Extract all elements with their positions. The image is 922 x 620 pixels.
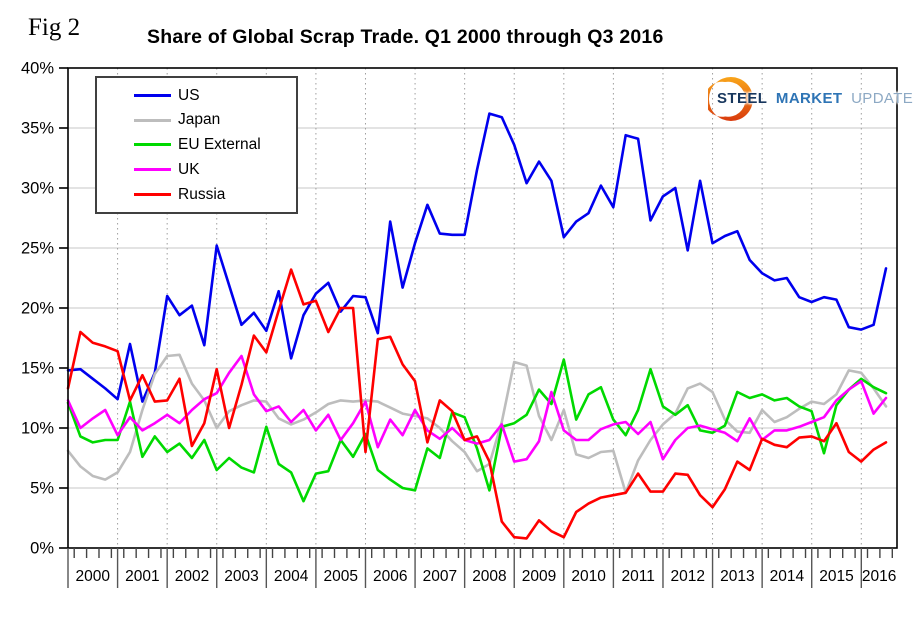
series-line-russia	[66, 268, 888, 540]
x-axis-year-label: 2006	[373, 568, 407, 585]
figure-number-label: Fig 2	[28, 14, 81, 41]
y-axis-label: 25%	[21, 240, 54, 258]
x-axis-year-label: 2000	[76, 568, 111, 585]
legend-entry-eu-external: EU External	[134, 134, 290, 156]
y-axis-label: 5%	[30, 480, 54, 498]
legend-entry-russia: Russia	[134, 184, 290, 206]
series-line-japan	[66, 353, 888, 495]
x-axis-year-label: 2014	[770, 568, 805, 585]
legend-label: UK	[178, 161, 200, 179]
legend-line-swatch	[134, 143, 171, 147]
series-line-uk	[66, 354, 888, 463]
y-axis-label: 30%	[21, 180, 54, 198]
logo-word-market: MARKET	[775, 90, 843, 107]
logo-swoosh-icon	[708, 76, 753, 122]
logo-word-update: UPDATE	[851, 90, 914, 107]
legend-label: EU External	[178, 136, 261, 154]
x-axis-year-label: 2002	[175, 568, 209, 585]
legend-line-swatch	[134, 193, 171, 197]
x-axis-year-label: 2016	[862, 568, 896, 585]
y-axis-label: 40%	[21, 60, 54, 78]
chart-title: Share of Global Scrap Trade. Q1 2000 thr…	[147, 26, 664, 48]
chart-legend: US Japan EU External UK Russia	[95, 76, 298, 214]
legend-line-swatch	[134, 118, 171, 122]
y-axis-label: 15%	[21, 360, 54, 378]
legend-label: Japan	[178, 111, 221, 129]
x-axis-year-label: 2005	[323, 568, 357, 585]
x-axis-year-label: 2015	[819, 568, 853, 585]
y-axis-label: 10%	[21, 420, 54, 438]
x-axis-year-label: 2011	[622, 568, 655, 585]
x-axis-year-label: 2010	[571, 568, 606, 585]
legend-entry-japan: Japan	[134, 109, 290, 131]
series-line-us	[66, 112, 888, 403]
legend-line-swatch	[134, 168, 171, 172]
logo-word-steel: STEEL	[717, 90, 768, 107]
steel-market-update-logo: STEEL MARKET UPDATE	[700, 74, 913, 124]
logo-text: STEEL MARKET UPDATE	[717, 90, 913, 107]
x-axis-year-label: 2008	[472, 568, 506, 585]
x-axis-year-label: 2009	[522, 568, 556, 585]
series-line-eu-external	[66, 358, 888, 503]
legend-entry-uk: UK	[134, 159, 290, 181]
x-axis-year-label: 2007	[423, 568, 457, 585]
y-axis-label: 20%	[21, 300, 54, 318]
x-axis-year-label: 2001	[125, 568, 159, 585]
y-axis-label: 35%	[21, 120, 54, 138]
x-axis-year-label: 2012	[671, 568, 705, 585]
legend-label: US	[178, 86, 200, 104]
y-axis-label: 0%	[30, 540, 54, 558]
x-axis-year-label: 2003	[224, 568, 258, 585]
x-axis-year-label: 2013	[720, 568, 754, 585]
legend-label: Russia	[178, 185, 226, 203]
legend-entry-us: US	[134, 84, 290, 106]
x-axis-year-label: 2004	[274, 568, 309, 585]
legend-line-swatch	[134, 93, 171, 97]
